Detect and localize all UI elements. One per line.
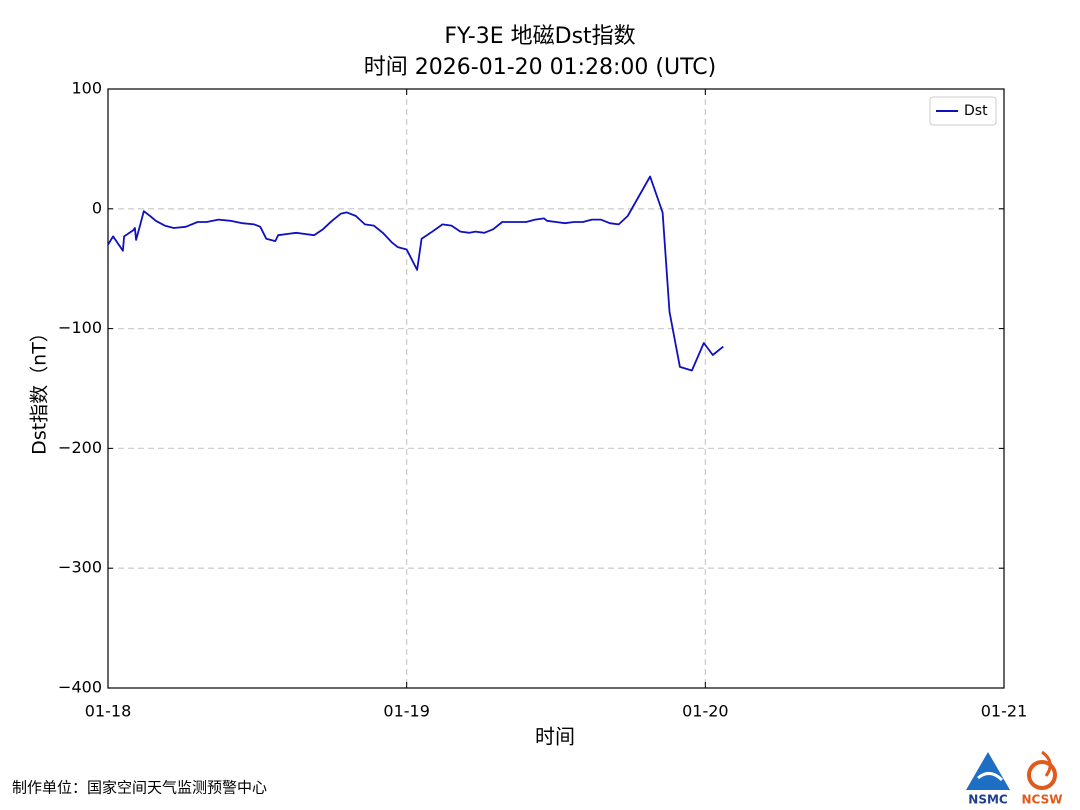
- logo-right: NCSW: [1022, 750, 1063, 807]
- legend-box: [929, 96, 997, 126]
- chart-subtitle: 时间 2026-01-20 01:28:00 (UTC): [364, 55, 716, 80]
- logo-left: NSMC: [966, 752, 1010, 807]
- y-tick-label: −300: [58, 558, 102, 577]
- x-axis-label: 时间: [535, 725, 575, 749]
- y-tick-label: −100: [58, 318, 102, 337]
- y-tick-label: 100: [71, 79, 102, 98]
- x-tick-label: 01-21: [981, 702, 1028, 721]
- x-tick-label: 01-20: [682, 702, 729, 721]
- chart-title: FY-3E 地磁Dst指数: [444, 24, 635, 49]
- logo-left-text: NSMC: [968, 793, 1008, 807]
- x-tick-label: 01-18: [85, 702, 132, 721]
- data-line: [107, 175, 724, 372]
- legend-label: Dst: [964, 103, 988, 119]
- y-tick-label: 0: [92, 198, 102, 217]
- logo-right-text: NCSW: [1022, 793, 1063, 807]
- y-tick-label: −400: [58, 678, 102, 697]
- x-tick-label: 01-19: [383, 702, 430, 721]
- y-tick-label: −200: [58, 438, 102, 457]
- y-axis-label: Dst指数（nT）: [29, 323, 51, 455]
- footer-credit: 制作单位：国家空间天气监测预警中心: [12, 779, 267, 797]
- plot-frame: [107, 88, 1005, 689]
